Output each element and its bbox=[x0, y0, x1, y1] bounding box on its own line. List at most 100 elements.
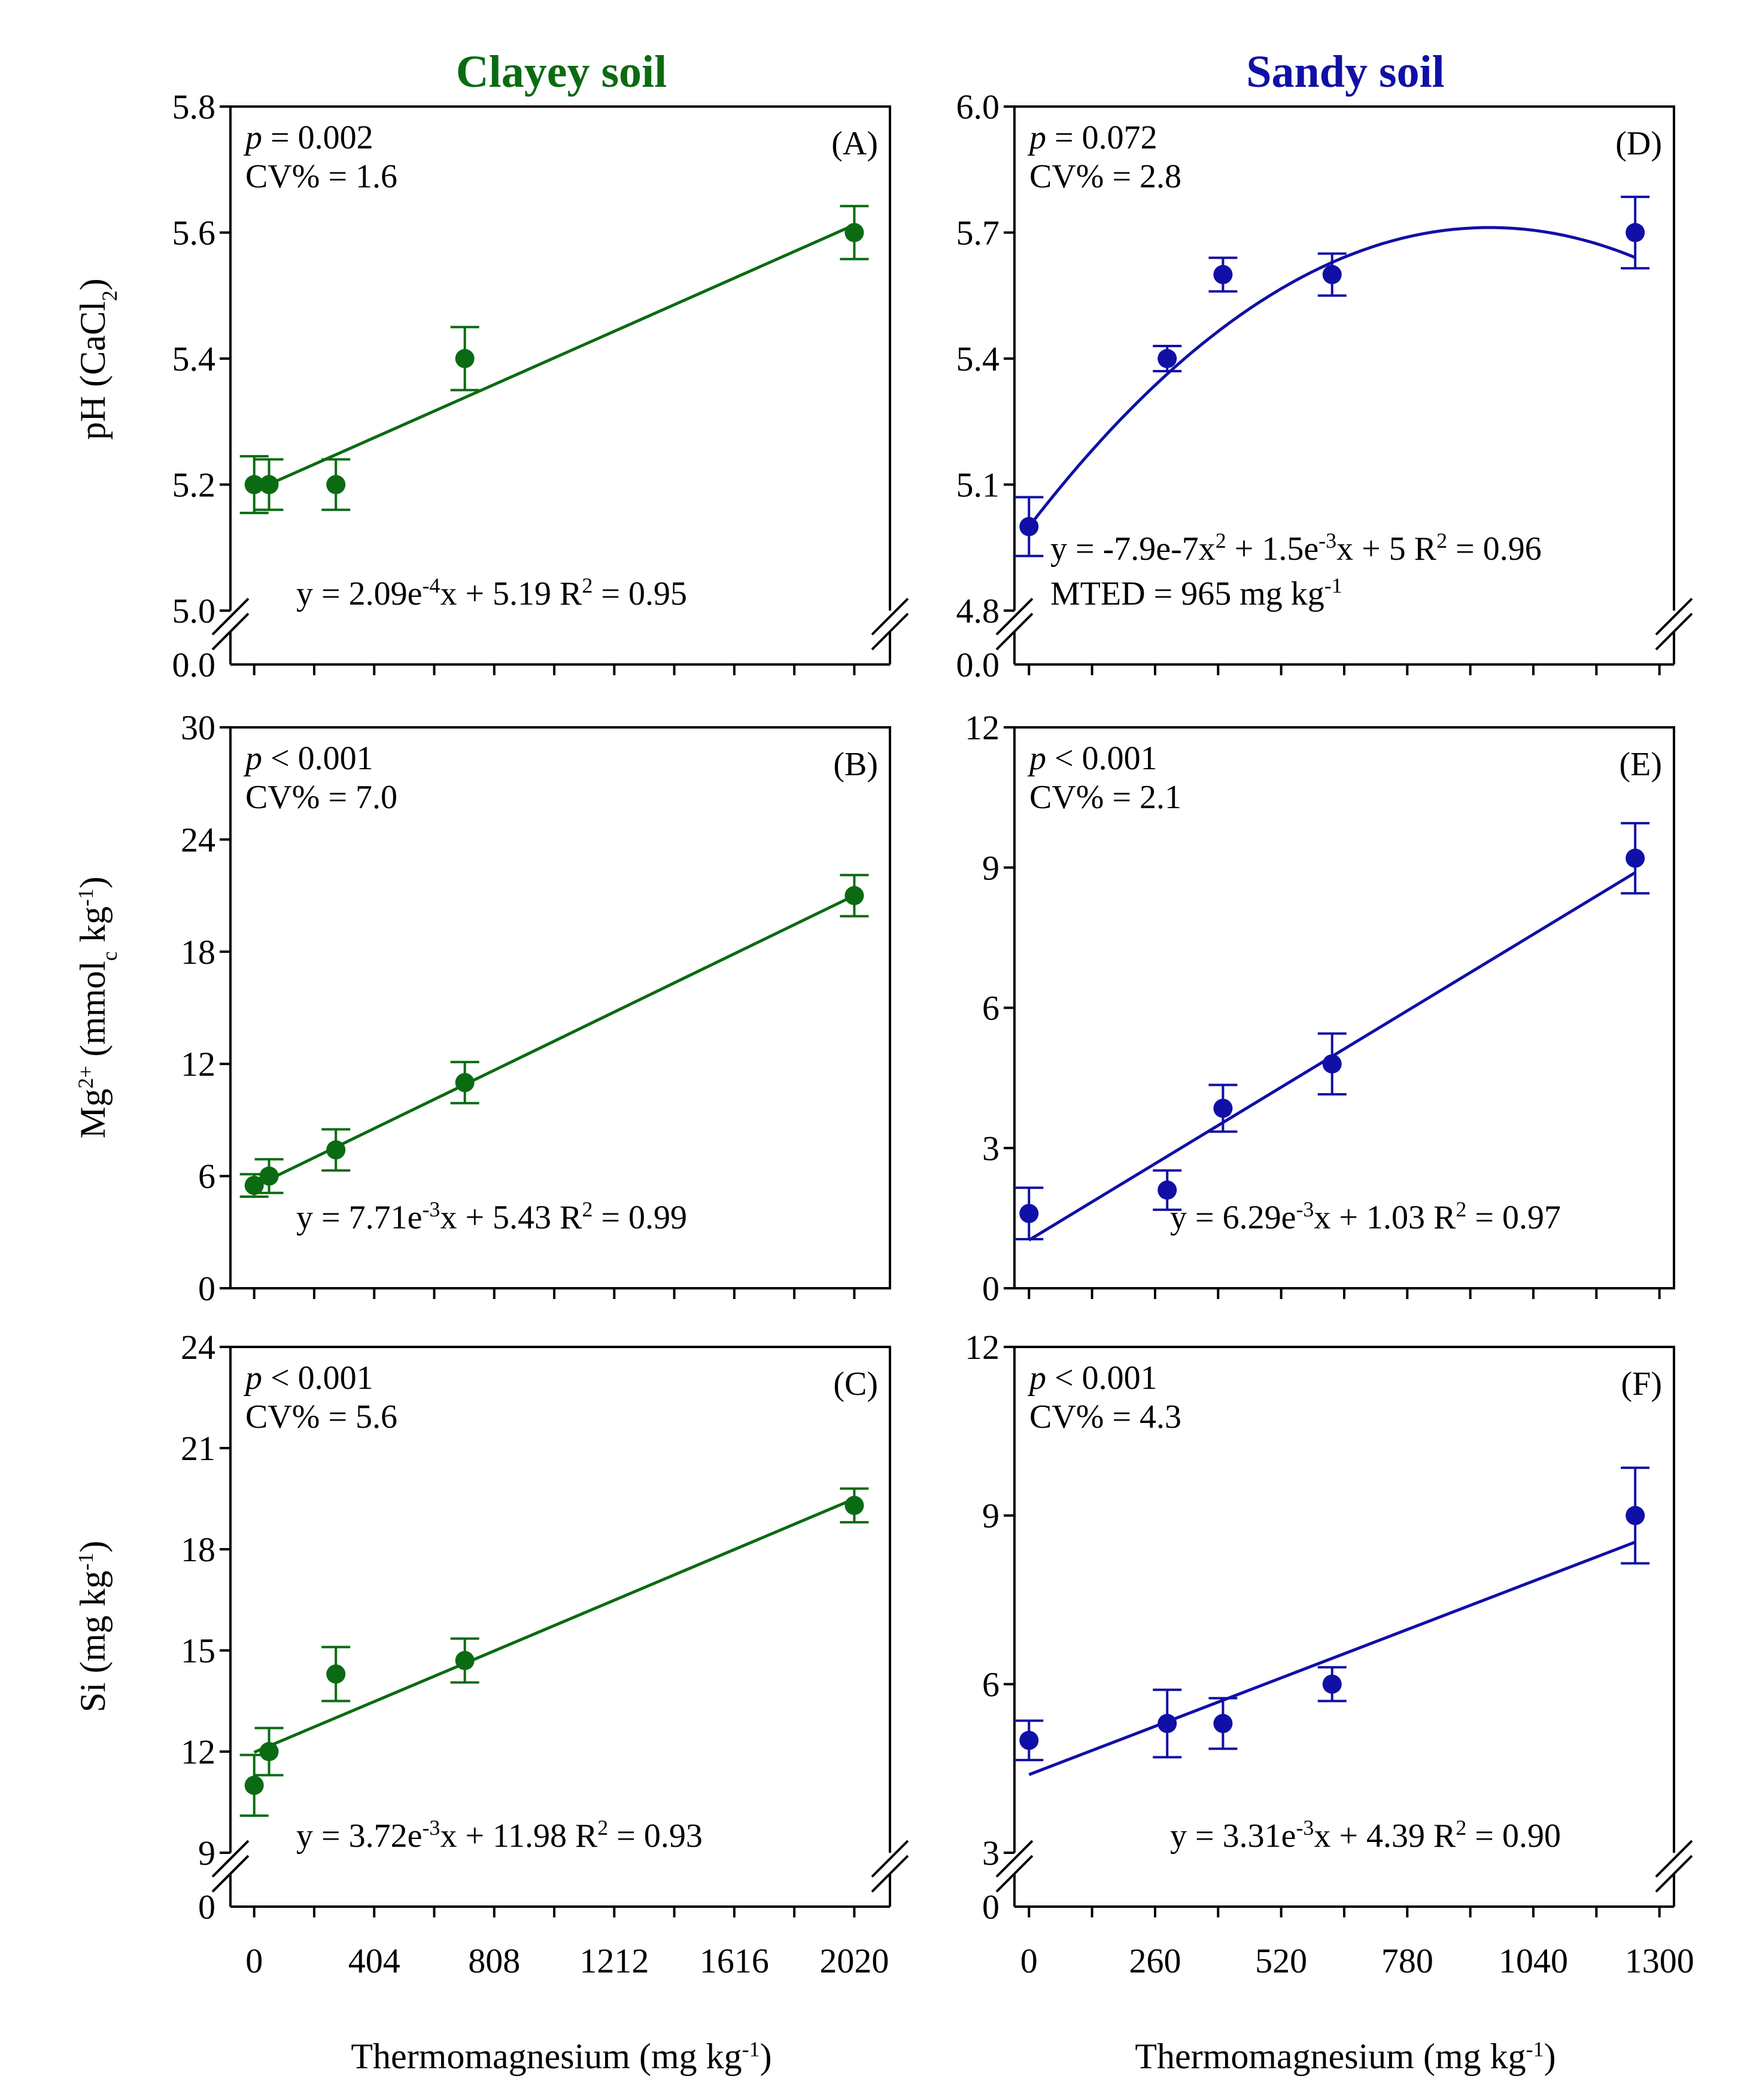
data-point bbox=[1157, 349, 1177, 368]
data-point bbox=[844, 886, 864, 906]
label-text: Thermomagnesium (mg kg bbox=[1135, 2037, 1526, 2076]
mted-superscript: -1 bbox=[1324, 573, 1342, 597]
label-subscript: 2 bbox=[98, 290, 121, 301]
axis-break-mark bbox=[1655, 1840, 1693, 1878]
equation-text: y = 6.29e bbox=[1170, 1199, 1296, 1236]
axis-break-mark bbox=[1655, 597, 1693, 636]
equation-text: + 1.5e bbox=[1226, 530, 1318, 568]
data-point bbox=[1322, 1054, 1342, 1074]
x-tick-label: 404 bbox=[348, 1941, 400, 1980]
y-tick-label: 9 bbox=[982, 848, 999, 887]
data-point bbox=[455, 349, 475, 368]
equation-text: = 0.90 bbox=[1466, 1817, 1561, 1855]
equation-text: y = 2.09e bbox=[296, 575, 422, 612]
data-point bbox=[1213, 1098, 1233, 1118]
label-text: ) bbox=[73, 278, 113, 290]
fit-line bbox=[1028, 1540, 1636, 1776]
y-axis-label: Mg2+ (mmolc kg-1) bbox=[73, 876, 121, 1139]
p-symbol: p bbox=[243, 740, 262, 777]
fit-equation: y = 3.72e-3x + 11.98 R2 = 0.93 bbox=[296, 1816, 703, 1855]
y-tick-label: 18 bbox=[181, 1530, 215, 1569]
axis-break-mark bbox=[1655, 1855, 1693, 1893]
clayey-soil-title: Clayey soil bbox=[456, 47, 667, 97]
p-value-label: p < 0.001 bbox=[1027, 1359, 1157, 1397]
equation-text: = 0.93 bbox=[608, 1817, 703, 1855]
equation-superscript: 2 bbox=[1456, 1816, 1466, 1840]
data-point bbox=[844, 1495, 864, 1515]
data-point bbox=[1019, 517, 1039, 536]
p-symbol: p bbox=[1027, 1359, 1046, 1397]
y-tick-label-base: 0.0 bbox=[172, 645, 216, 684]
equation-superscript: 2 bbox=[1216, 529, 1226, 553]
data-point bbox=[1322, 1674, 1342, 1694]
p-symbol: p bbox=[1027, 740, 1046, 777]
x-tick-label: 1212 bbox=[579, 1941, 649, 1980]
label-superscript: -1 bbox=[742, 2037, 760, 2061]
data-point bbox=[259, 1742, 279, 1761]
label-text: ) bbox=[760, 2037, 772, 2076]
y-tick-label: 5.1 bbox=[956, 466, 1000, 505]
label-text: ) bbox=[73, 876, 113, 888]
sandy-soil-title: Sandy soil bbox=[1246, 47, 1445, 97]
mted-label: MTED = 965 mg kg-1 bbox=[1050, 573, 1342, 612]
data-point bbox=[1157, 1714, 1177, 1734]
label-superscript: -1 bbox=[1526, 2037, 1544, 2061]
y-tick-label-base: 0.0 bbox=[956, 645, 1000, 684]
cv-label: CV% = 7.0 bbox=[245, 779, 397, 816]
axis-break-mark bbox=[871, 1855, 909, 1893]
plot-frame bbox=[1013, 1346, 1675, 1853]
x-tick-label: 520 bbox=[1255, 1941, 1307, 1980]
label-text: (mmol bbox=[73, 961, 113, 1066]
y-tick-label: 30 bbox=[181, 708, 215, 747]
p-value: < 0.001 bbox=[262, 1359, 373, 1397]
x-axis-label: Thermomagnesium (mg kg-1) bbox=[351, 2037, 771, 2076]
y-tick-label: 3 bbox=[982, 1834, 999, 1873]
axis-break-mark bbox=[995, 1840, 1034, 1878]
data-point bbox=[259, 475, 279, 494]
axis-break-mark bbox=[995, 1855, 1034, 1893]
y-tick-label: 12 bbox=[965, 708, 999, 747]
data-point bbox=[1626, 848, 1645, 868]
label-text: Thermomagnesium (mg kg bbox=[351, 2037, 742, 2076]
equation-text: y = -7.9e-7x bbox=[1050, 530, 1216, 568]
p-symbol: p bbox=[243, 119, 262, 156]
p-symbol: p bbox=[243, 1359, 262, 1397]
axis-break-mark bbox=[995, 597, 1034, 636]
data-point bbox=[1626, 1506, 1645, 1525]
panel-letter: (B) bbox=[833, 746, 878, 783]
panel-letter: (A) bbox=[831, 125, 878, 162]
y-tick-label: 12 bbox=[181, 1732, 215, 1771]
p-value-label: p < 0.001 bbox=[1027, 740, 1157, 777]
label-superscript: -1 bbox=[74, 1553, 98, 1571]
axis-break-mark bbox=[211, 1855, 250, 1893]
p-value: = 0.002 bbox=[262, 119, 373, 156]
data-point bbox=[455, 1073, 475, 1093]
fit-equation: y = 3.31e-3x + 4.39 R2 = 0.90 bbox=[1170, 1816, 1561, 1855]
y-tick-label: 5.2 bbox=[172, 466, 216, 505]
axis-break-mark bbox=[211, 597, 250, 636]
y-tick-label-base: 0 bbox=[982, 1887, 999, 1926]
equation-text: x + 5.43 R bbox=[440, 1199, 582, 1236]
data-point bbox=[326, 1140, 346, 1160]
equation-superscript: -3 bbox=[422, 1816, 440, 1840]
panel-letter: (E) bbox=[1619, 746, 1662, 783]
y-tick-label: 5.4 bbox=[172, 339, 216, 378]
label-subscript: c bbox=[98, 951, 121, 961]
cv-label: CV% = 2.8 bbox=[1029, 158, 1181, 195]
data-point bbox=[326, 475, 346, 494]
fit-line bbox=[253, 1497, 855, 1754]
x-axis-label: Thermomagnesium (mg kg-1) bbox=[1135, 2037, 1555, 2076]
y-tick-label: 12 bbox=[965, 1328, 999, 1367]
y-tick-label: 6 bbox=[982, 1665, 999, 1704]
panel-letter: (C) bbox=[833, 1365, 878, 1403]
data-point bbox=[1213, 265, 1233, 284]
y-tick-label: 5.7 bbox=[956, 214, 1000, 253]
axis-break-mark bbox=[871, 597, 909, 636]
data-point bbox=[244, 1776, 264, 1795]
axis-break-mark bbox=[1655, 612, 1693, 651]
